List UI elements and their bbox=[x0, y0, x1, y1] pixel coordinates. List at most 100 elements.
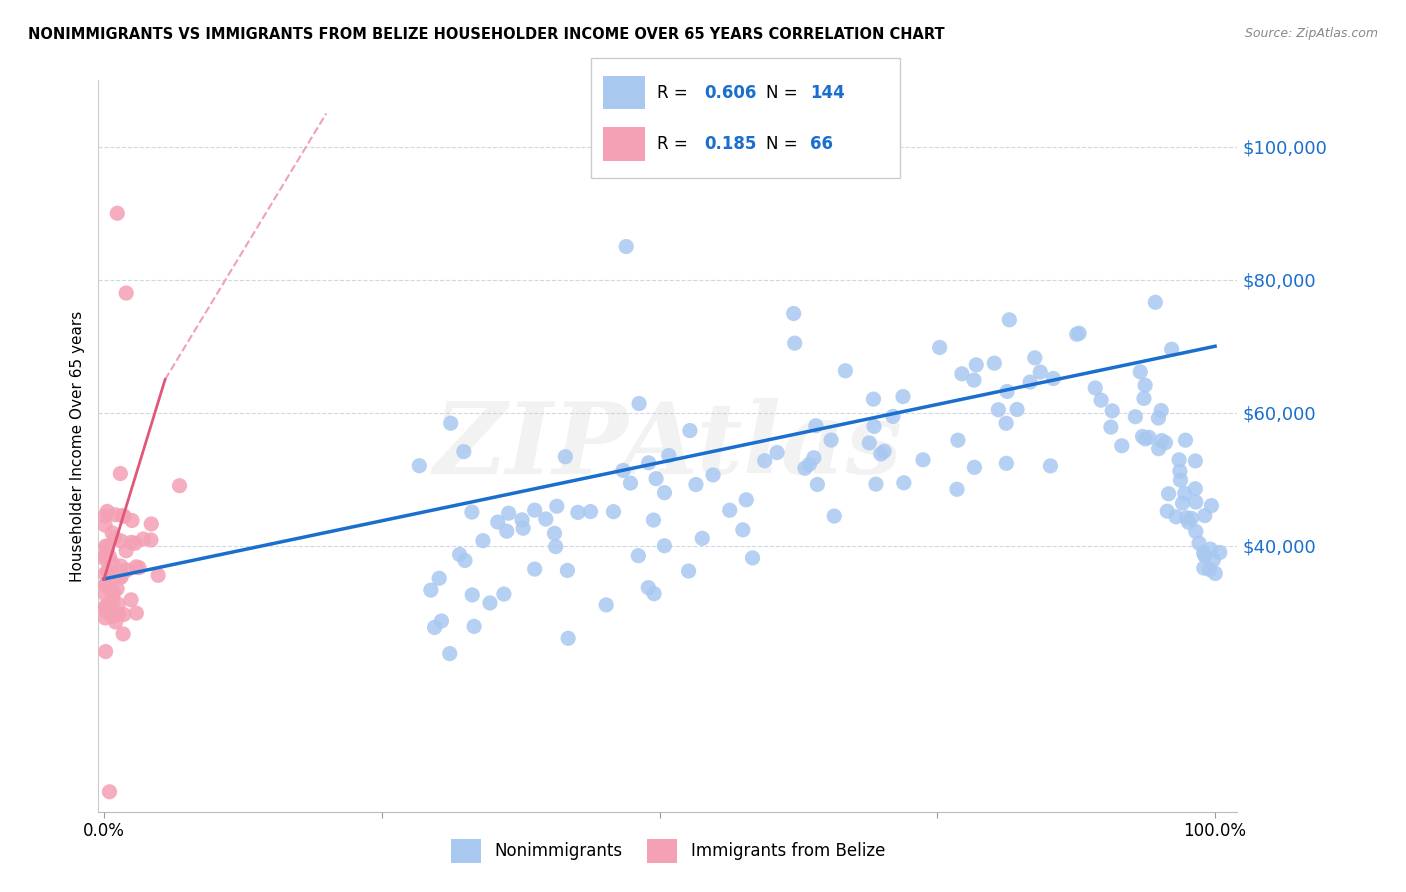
Point bbox=[963, 460, 986, 475]
Point bbox=[169, 478, 191, 492]
Point bbox=[427, 571, 450, 585]
Point bbox=[718, 503, 741, 517]
Point bbox=[1188, 536, 1211, 550]
Point bbox=[105, 206, 128, 220]
Point bbox=[1177, 515, 1199, 529]
Legend: Nonimmigrants, Immigrants from Belize: Nonimmigrants, Immigrants from Belize bbox=[444, 832, 891, 869]
Point bbox=[928, 341, 950, 355]
Point bbox=[419, 583, 441, 598]
Point bbox=[454, 553, 477, 567]
Point bbox=[408, 458, 430, 473]
Text: NONIMMIGRANTS VS IMMIGRANTS FROM BELIZE HOUSEHOLDER INCOME OVER 65 YEARS CORRELA: NONIMMIGRANTS VS IMMIGRANTS FROM BELIZE … bbox=[28, 27, 945, 42]
Point bbox=[1160, 343, 1182, 357]
Point bbox=[98, 549, 121, 564]
Point bbox=[115, 563, 138, 577]
Point bbox=[891, 390, 914, 404]
Point bbox=[94, 539, 117, 553]
Point bbox=[430, 614, 453, 628]
Point bbox=[1066, 327, 1088, 342]
Point bbox=[440, 416, 463, 430]
Point bbox=[94, 599, 117, 613]
Point bbox=[820, 433, 842, 447]
Point bbox=[1199, 542, 1222, 557]
Point bbox=[423, 620, 446, 634]
Point bbox=[645, 472, 668, 486]
Point bbox=[461, 505, 484, 519]
Point bbox=[654, 539, 676, 553]
Point bbox=[1019, 375, 1042, 389]
Point bbox=[1192, 546, 1215, 560]
Point bbox=[486, 515, 509, 529]
Text: ZIPAtlas: ZIPAtlas bbox=[433, 398, 903, 494]
Point bbox=[1135, 432, 1157, 446]
Point bbox=[893, 475, 915, 490]
Point bbox=[146, 568, 169, 582]
Point bbox=[1174, 433, 1197, 447]
Point bbox=[1132, 429, 1154, 443]
Point bbox=[863, 419, 886, 434]
Point bbox=[94, 601, 117, 615]
Point bbox=[950, 367, 973, 381]
Point bbox=[523, 562, 546, 576]
Point bbox=[1170, 473, 1192, 487]
Point bbox=[103, 607, 125, 622]
Point bbox=[1204, 566, 1226, 581]
Point bbox=[104, 508, 127, 522]
Point bbox=[1147, 411, 1170, 425]
Point bbox=[104, 615, 127, 629]
Point bbox=[754, 454, 776, 468]
Point bbox=[1101, 404, 1123, 418]
Point bbox=[658, 449, 681, 463]
Point bbox=[806, 477, 828, 491]
Point bbox=[1194, 549, 1216, 563]
Point bbox=[679, 424, 702, 438]
Point bbox=[963, 373, 986, 387]
Point bbox=[105, 582, 128, 596]
Point bbox=[1005, 402, 1028, 417]
Point bbox=[554, 450, 576, 464]
Point bbox=[637, 581, 659, 595]
Point bbox=[987, 402, 1010, 417]
Point bbox=[1084, 381, 1107, 395]
Point bbox=[643, 587, 665, 601]
Text: N =: N = bbox=[766, 84, 803, 102]
Point bbox=[94, 611, 117, 625]
Point bbox=[523, 503, 546, 517]
Point bbox=[946, 483, 969, 497]
Point bbox=[595, 598, 617, 612]
Point bbox=[1202, 553, 1225, 567]
Point bbox=[96, 544, 118, 558]
Point bbox=[1111, 439, 1133, 453]
Point bbox=[449, 548, 471, 562]
Point bbox=[110, 565, 132, 579]
Point bbox=[104, 568, 127, 582]
Point bbox=[439, 647, 461, 661]
Point bbox=[628, 396, 651, 410]
Point bbox=[98, 785, 121, 799]
Bar bbox=[603, 127, 645, 161]
Point bbox=[101, 556, 124, 570]
Point bbox=[94, 566, 117, 581]
Point bbox=[1174, 486, 1197, 500]
Point bbox=[865, 477, 887, 491]
Point bbox=[132, 532, 155, 546]
Point bbox=[101, 609, 124, 624]
Point bbox=[862, 392, 884, 406]
Point bbox=[1192, 561, 1215, 575]
Point bbox=[94, 604, 117, 618]
Point bbox=[998, 313, 1021, 327]
Point bbox=[1150, 403, 1173, 417]
Point bbox=[1042, 371, 1064, 385]
Point bbox=[1184, 482, 1206, 496]
Point bbox=[803, 450, 825, 465]
Point bbox=[1133, 378, 1156, 392]
Point bbox=[1144, 295, 1167, 310]
Point bbox=[1099, 420, 1122, 434]
Point bbox=[1175, 510, 1198, 524]
Point bbox=[108, 570, 131, 584]
Point bbox=[139, 533, 162, 547]
Point bbox=[112, 509, 135, 524]
Point bbox=[112, 607, 135, 622]
Point bbox=[125, 606, 148, 620]
Point bbox=[602, 505, 624, 519]
